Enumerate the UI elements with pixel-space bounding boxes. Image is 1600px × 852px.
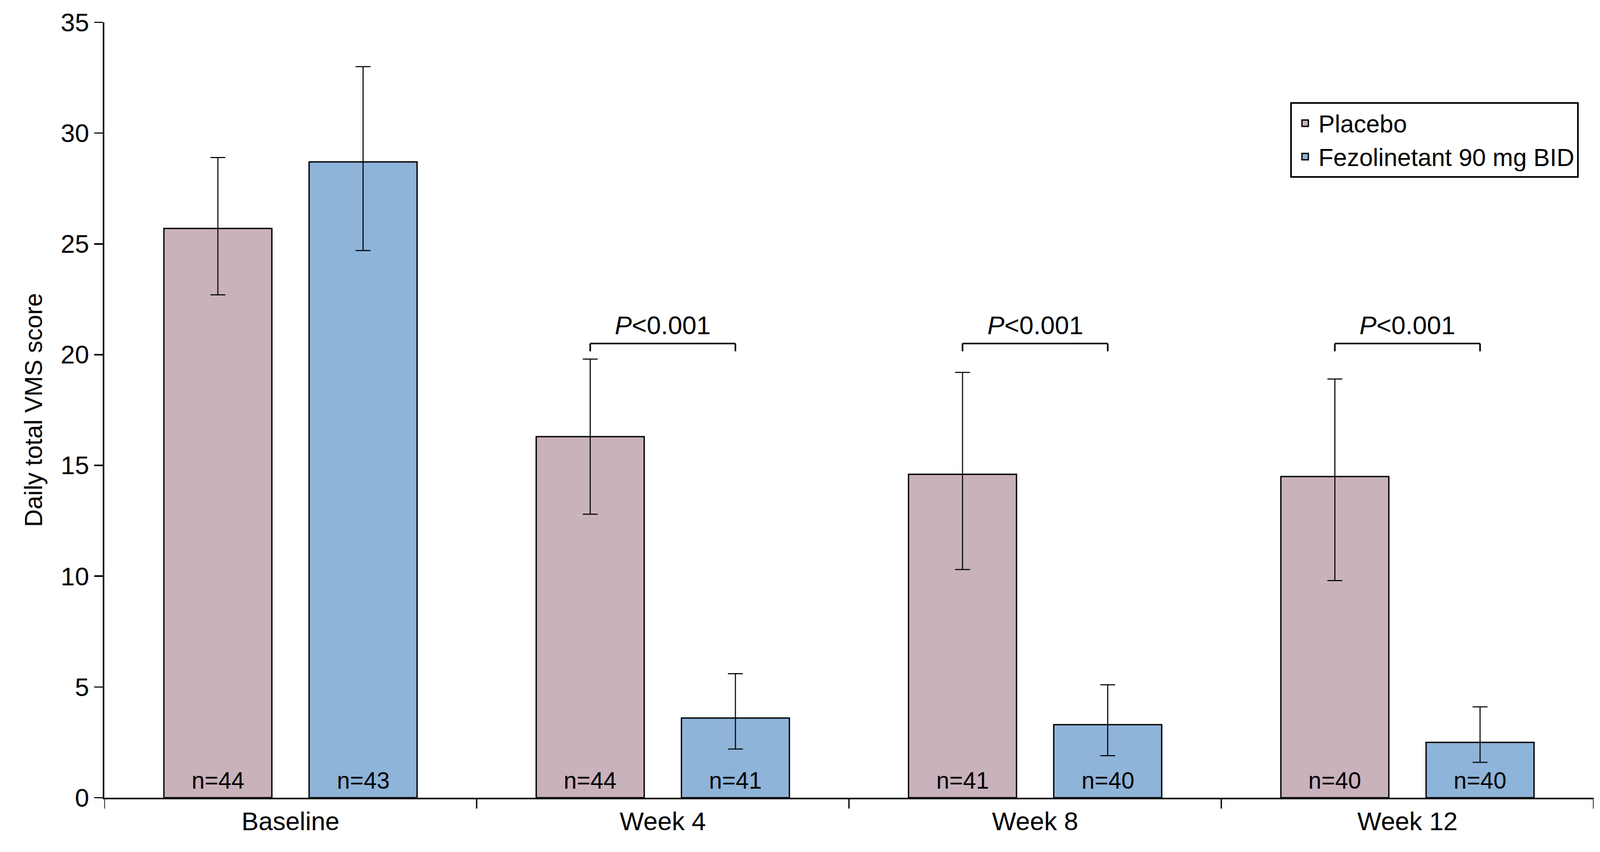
svg-text:25: 25 [60, 229, 89, 259]
svg-text:n=41: n=41 [936, 767, 989, 794]
svg-text:Week 8: Week 8 [992, 807, 1079, 836]
svg-text:Daily total VMS score: Daily total VMS score [19, 293, 48, 528]
svg-text:n=40: n=40 [1081, 767, 1135, 794]
svg-text:Baseline: Baseline [241, 807, 340, 836]
svg-text:n=43: n=43 [336, 767, 390, 794]
svg-text:n=44: n=44 [563, 767, 617, 794]
svg-text:15: 15 [60, 451, 89, 480]
svg-text:P<0.001: P<0.001 [1359, 311, 1456, 340]
svg-text:n=40: n=40 [1308, 767, 1362, 794]
svg-text:Fezolinetant 90 mg BID: Fezolinetant 90 mg BID [1318, 143, 1575, 172]
svg-text:5: 5 [75, 673, 90, 702]
svg-text:n=44: n=44 [191, 767, 245, 794]
svg-text:Placebo: Placebo [1318, 110, 1407, 138]
svg-text:P<0.001: P<0.001 [987, 311, 1084, 340]
svg-text:30: 30 [60, 119, 89, 148]
svg-text:Week 4: Week 4 [619, 807, 706, 836]
svg-text:Week 12: Week 12 [1357, 807, 1458, 836]
svg-text:n=40: n=40 [1453, 767, 1507, 794]
svg-text:n=41: n=41 [708, 767, 762, 794]
svg-text:35: 35 [60, 8, 89, 37]
svg-text:20: 20 [60, 340, 89, 369]
svg-text:0: 0 [75, 784, 90, 813]
svg-text:10: 10 [60, 562, 89, 591]
svg-text:P<0.001: P<0.001 [614, 311, 711, 340]
